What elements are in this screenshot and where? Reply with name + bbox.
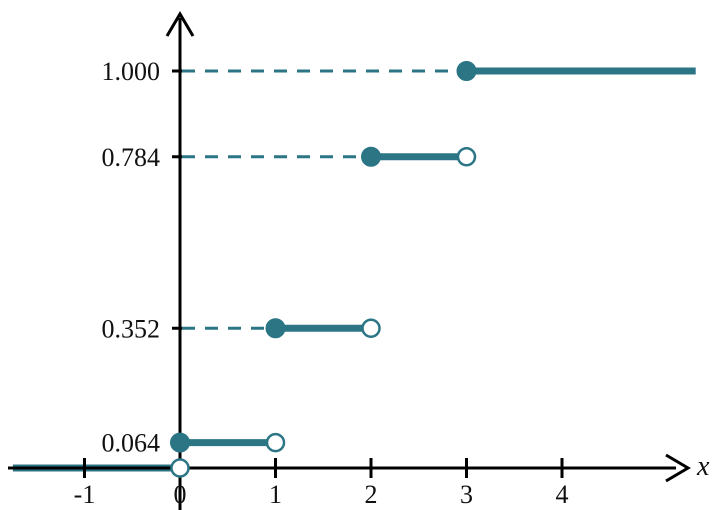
closed-endpoint [170,432,190,453]
open-endpoint [361,318,381,339]
open-endpoint [456,147,477,167]
open-endpoint [265,432,286,453]
axes-layer: x [8,11,710,510]
y-tick-label: 0.064 [102,429,161,458]
ticks-layer: -1 0 1 2 3 4 0.064 0.352 0.784 1.000 [74,57,569,509]
closed-endpoint [265,318,286,339]
series-layer [12,67,696,472]
x-tick-label: -1 [74,480,96,509]
x-axis-arrowhead [665,453,691,483]
y-tick-label: 0.352 [102,314,161,343]
y-tick-label: 0.784 [102,143,161,172]
x-tick-label: 2 [365,480,378,509]
open-endpoint [170,458,190,478]
points-layer [170,61,477,478]
x-tick-label: 1 [269,480,282,509]
x-tick-label: 4 [556,480,569,509]
y-tick-label: 1.000 [102,57,161,86]
x-tick-label: 3 [460,480,473,509]
x-tick-label: 0 [174,480,187,509]
closed-endpoint [456,61,477,81]
x-axis-label: x [696,451,710,482]
y-axis-arrowhead [165,11,195,37]
closed-endpoint [361,146,381,167]
